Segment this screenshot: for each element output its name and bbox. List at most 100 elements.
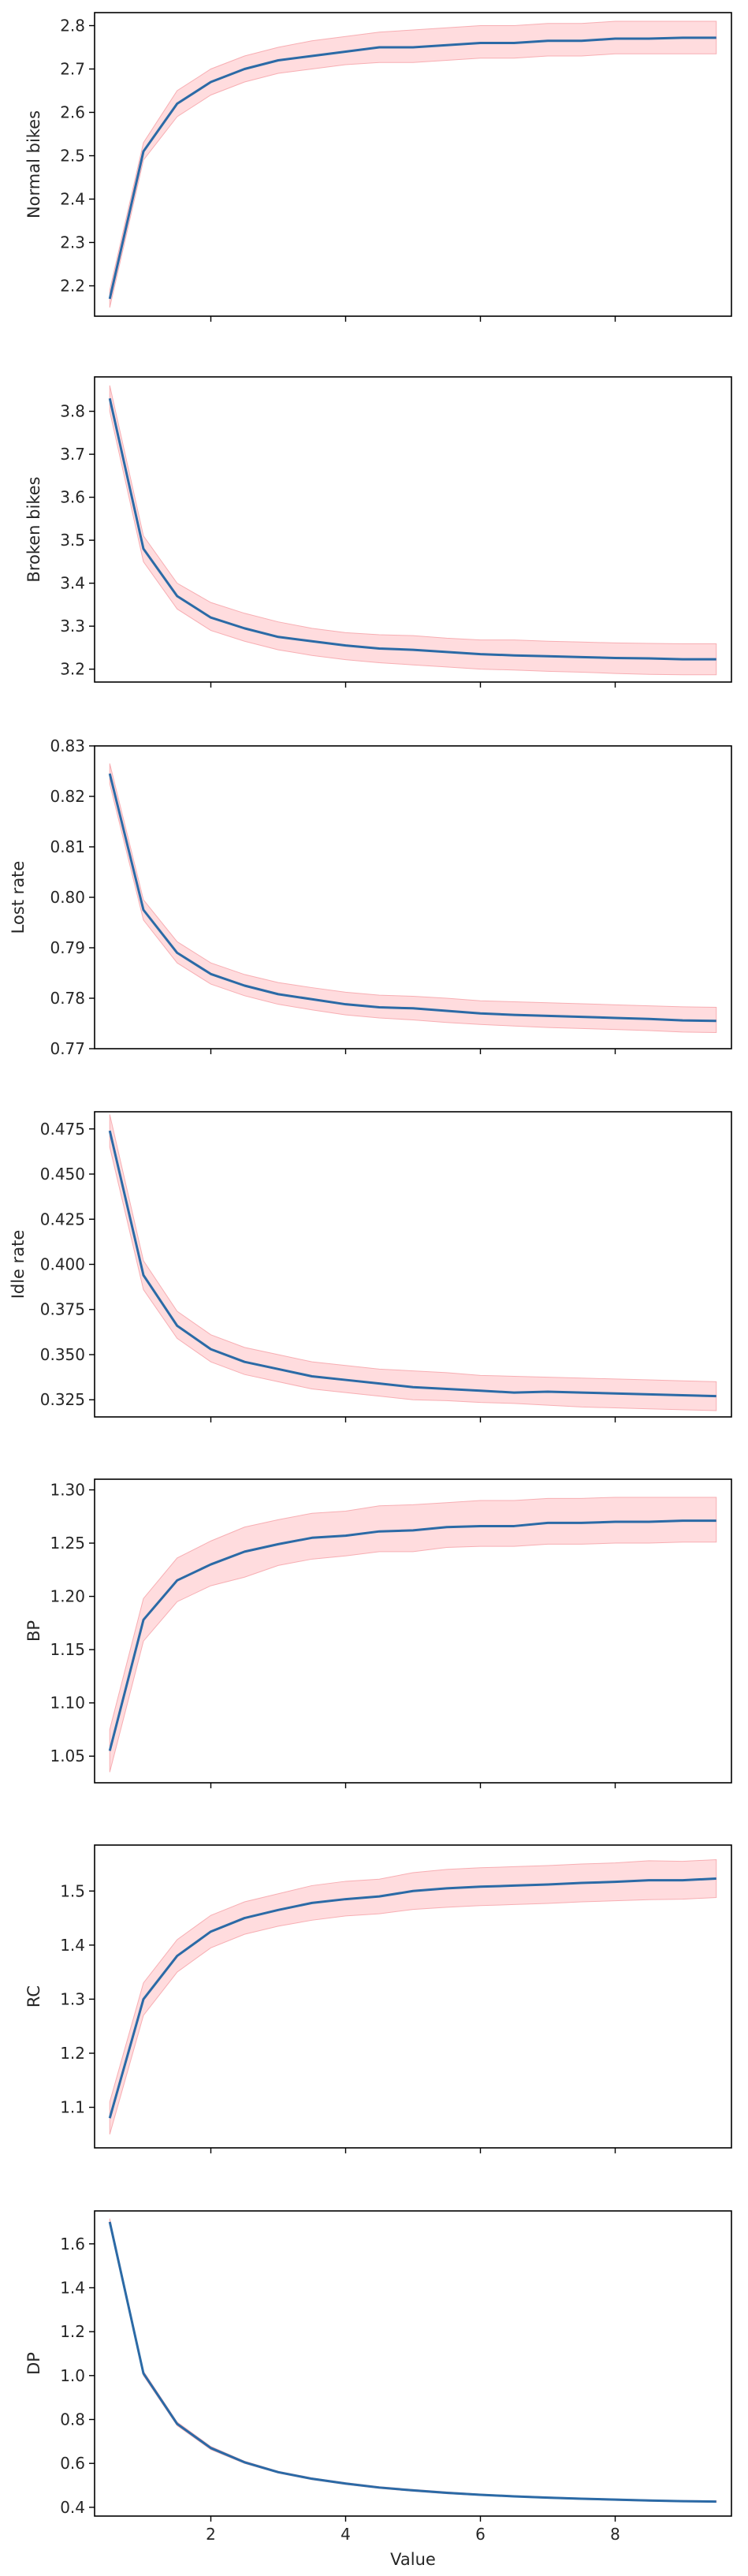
data-point — [210, 973, 212, 975]
y-tick-label: 3.2 — [60, 660, 85, 679]
data-point — [311, 1902, 313, 1904]
y-tick-label: 0.325 — [40, 1390, 85, 1409]
data-point — [648, 1879, 650, 1881]
data-point — [176, 595, 178, 597]
data-point — [344, 50, 347, 53]
data-point — [210, 81, 212, 84]
axes-frame — [94, 12, 732, 317]
y-tick-label: 1.3 — [60, 1989, 85, 2008]
data-point — [614, 1881, 616, 1883]
y-tick-label: 1.6 — [60, 2235, 85, 2254]
data-point — [378, 1382, 381, 1385]
data-point — [715, 36, 717, 39]
y-tick-label: 1.25 — [50, 1534, 85, 1553]
data-point — [614, 657, 616, 659]
data-point — [244, 2461, 246, 2463]
y-axis-label: RC — [24, 1985, 43, 2007]
data-point — [210, 1348, 212, 1351]
data-point — [311, 998, 313, 1001]
data-point — [648, 38, 650, 40]
data-point — [412, 47, 415, 49]
data-point — [682, 1394, 684, 1396]
y-tick-label: 1.0 — [60, 2366, 85, 2385]
y-tick-label: 2.2 — [60, 277, 85, 296]
data-point — [580, 2498, 582, 2500]
y-tick-label: 0.78 — [50, 989, 85, 1008]
x-tick-label: 8 — [610, 2525, 620, 2544]
data-point — [412, 1386, 415, 1389]
data-point — [445, 1526, 448, 1528]
data-point — [142, 151, 144, 153]
x-tick-label: 6 — [475, 2525, 486, 2544]
data-point — [445, 1388, 448, 1390]
data-point — [614, 2499, 616, 2501]
confidence-band — [109, 385, 717, 676]
y-tick-label: 1.4 — [60, 2278, 85, 2297]
y-tick-label: 0.350 — [40, 1345, 85, 1364]
series-line — [108, 1130, 716, 1398]
y-tick-label: 2.4 — [60, 190, 85, 209]
data-point — [547, 1015, 549, 1017]
data-point — [344, 1534, 347, 1537]
data-point — [378, 2486, 381, 2488]
y-tick-label: 3.7 — [60, 445, 85, 464]
series-line — [108, 1877, 716, 2119]
data-point — [715, 1519, 717, 1522]
y-tick-label: 0.450 — [40, 1165, 85, 1184]
data-point — [614, 1392, 616, 1395]
data-point — [682, 2500, 684, 2503]
confidence-band — [109, 2218, 717, 2503]
data-point — [344, 2482, 347, 2485]
data-point — [109, 2220, 111, 2223]
series-line — [108, 397, 716, 661]
data-point — [244, 627, 246, 629]
data-point — [277, 59, 279, 62]
data-point — [176, 103, 178, 105]
data-point — [412, 2489, 415, 2492]
y-tick-label: 2.6 — [60, 103, 85, 122]
y-tick-label: 3.5 — [60, 531, 85, 550]
data-point — [580, 1882, 582, 1884]
data-point — [648, 1018, 650, 1020]
y-tick-label: 1.2 — [60, 2044, 85, 2063]
data-point — [479, 1389, 482, 1392]
data-point — [648, 1521, 650, 1523]
data-point — [109, 773, 111, 775]
y-tick-label: 1.30 — [50, 1481, 85, 1500]
series-line — [108, 2221, 716, 2503]
data-point — [176, 1579, 178, 1582]
series-line — [108, 773, 716, 1023]
y-tick-label: 0.80 — [50, 888, 85, 907]
data-point — [176, 2423, 178, 2425]
data-point — [109, 298, 111, 300]
y-tick-label: 0.77 — [50, 1039, 85, 1058]
data-point — [244, 1361, 246, 1363]
axes-frame — [94, 1844, 732, 2149]
data-point — [715, 2500, 717, 2503]
data-point — [142, 2373, 144, 2375]
data-point — [547, 39, 549, 42]
data-point — [682, 36, 684, 39]
data-point — [580, 39, 582, 42]
data-point — [513, 2495, 515, 2497]
y-tick-label: 3.8 — [60, 402, 85, 421]
y-tick-label: 1.05 — [50, 1747, 85, 1765]
data-point — [244, 68, 246, 70]
data-point — [648, 1393, 650, 1396]
data-point — [412, 1007, 415, 1009]
data-point — [682, 1020, 684, 1022]
y-tick-label: 2.3 — [60, 233, 85, 252]
y-tick-label: 0.79 — [50, 938, 85, 957]
y-axis-label: Lost rate — [9, 861, 28, 934]
series-line — [108, 36, 716, 300]
data-point — [445, 1887, 448, 1889]
data-point — [244, 1917, 246, 1919]
data-point — [479, 42, 482, 44]
data-point — [547, 655, 549, 658]
data-point — [344, 1898, 347, 1900]
data-point — [513, 654, 515, 657]
data-point — [715, 1395, 717, 1397]
data-point — [580, 1016, 582, 1018]
data-point — [479, 1885, 482, 1888]
